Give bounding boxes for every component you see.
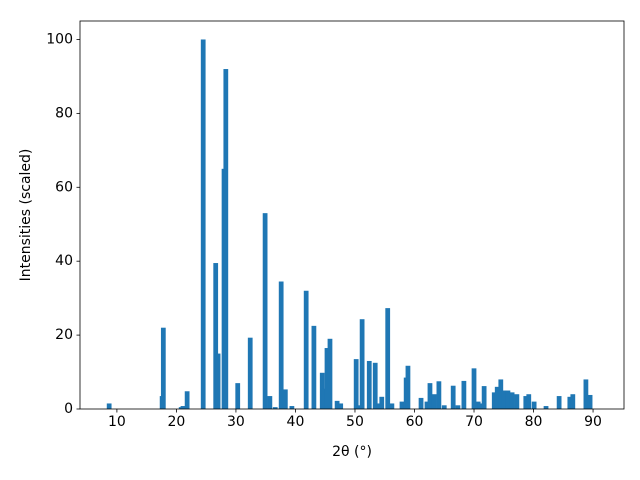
bar xyxy=(247,337,253,409)
bar xyxy=(215,353,221,409)
y-tick-label: 100 xyxy=(46,31,73,47)
bar xyxy=(505,390,511,409)
bar xyxy=(491,392,497,409)
bar xyxy=(427,383,433,409)
bar xyxy=(418,397,424,409)
bar xyxy=(324,348,330,409)
bar xyxy=(405,365,411,409)
x-tick-label: 90 xyxy=(584,414,602,430)
bar xyxy=(235,383,241,409)
bar xyxy=(556,396,562,409)
x-tick-label: 80 xyxy=(525,414,543,430)
bar xyxy=(160,327,166,409)
bar xyxy=(389,403,395,409)
bar xyxy=(531,401,537,409)
bar xyxy=(441,405,447,409)
x-tick-label: 40 xyxy=(287,414,305,430)
bar xyxy=(526,394,532,409)
x-axis-label: 2θ (°) xyxy=(332,444,372,460)
bar xyxy=(436,381,442,409)
x-tick-label: 60 xyxy=(406,414,424,430)
bar xyxy=(366,360,372,409)
bar xyxy=(272,407,278,409)
bar xyxy=(509,392,515,409)
bar xyxy=(223,69,229,410)
bar xyxy=(353,359,359,409)
x-tick-label: 70 xyxy=(465,414,483,430)
bar xyxy=(385,308,391,409)
bar xyxy=(514,394,520,409)
bar xyxy=(278,281,284,409)
x-tick-label: 20 xyxy=(168,414,186,430)
bar xyxy=(359,319,365,409)
axes-frame xyxy=(79,20,625,410)
bar xyxy=(184,391,190,409)
bar xyxy=(461,380,467,409)
bar xyxy=(583,379,589,409)
bar xyxy=(303,290,309,409)
bar xyxy=(481,386,487,409)
bar xyxy=(431,394,437,409)
bar xyxy=(376,403,382,409)
bar xyxy=(450,385,456,409)
bar xyxy=(455,405,461,409)
bar xyxy=(321,388,327,409)
x-tick-label: 30 xyxy=(227,414,245,430)
bar xyxy=(372,362,378,409)
bar xyxy=(213,263,219,409)
bar xyxy=(587,394,593,409)
bar xyxy=(567,396,573,409)
bar xyxy=(289,406,295,409)
bar xyxy=(180,406,186,409)
bar xyxy=(282,389,288,409)
y-tick-label: 60 xyxy=(55,179,73,195)
bar xyxy=(338,403,344,409)
bar xyxy=(523,396,529,409)
bar xyxy=(262,213,268,409)
bar xyxy=(498,379,504,409)
bar xyxy=(570,394,576,409)
bar xyxy=(543,406,549,409)
bar xyxy=(327,338,333,409)
y-axis-label: Intensities (scaled) xyxy=(18,149,34,282)
x-tick-label: 10 xyxy=(108,414,126,430)
bar xyxy=(399,401,405,409)
bar xyxy=(356,405,362,409)
bar xyxy=(477,403,483,409)
y-tick-label: 20 xyxy=(55,327,73,343)
bar xyxy=(311,325,317,409)
y-tick-label: 40 xyxy=(55,253,73,269)
bar xyxy=(501,390,507,409)
bar xyxy=(334,400,340,409)
bar xyxy=(471,368,477,409)
bar xyxy=(424,401,430,409)
bar xyxy=(379,396,385,409)
bar xyxy=(494,386,500,409)
y-tick-label: 0 xyxy=(64,401,73,417)
bar xyxy=(200,39,206,409)
bar xyxy=(106,403,112,409)
y-tick-label: 80 xyxy=(55,105,73,121)
bar xyxy=(267,396,273,409)
x-tick-label: 50 xyxy=(346,414,364,430)
